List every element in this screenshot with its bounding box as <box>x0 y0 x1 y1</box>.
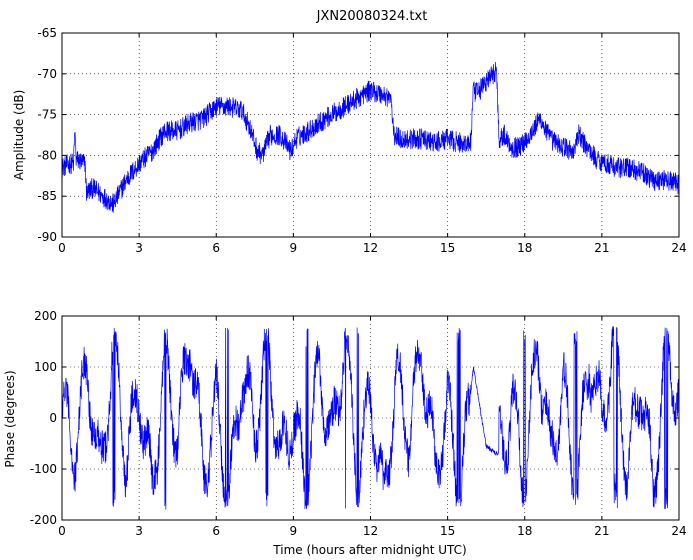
amplitude-panel: Amplitude (dB) 0 3 6 9 12 15 18 21 24 -90 -85 -80 -7… <box>12 26 687 255</box>
amplitude-x-tick-label: 12 <box>363 241 378 255</box>
amplitude-y-tick-label: -75 <box>37 108 57 122</box>
phase-x-tick-label: 18 <box>517 524 532 538</box>
amplitude-x-tick-label: 3 <box>135 241 143 255</box>
amplitude-y-tick-label: -80 <box>37 148 57 162</box>
amplitude-x-tick-label: 0 <box>58 241 66 255</box>
amplitude-x-tick-label: 6 <box>212 241 220 255</box>
phase-x-tick-label: 21 <box>594 524 609 538</box>
amplitude-plot-area <box>62 33 679 237</box>
phase-x-tick-label: 6 <box>212 524 220 538</box>
amplitude-x-tick-label: 24 <box>671 241 686 255</box>
phase-panel: Phase (degrees) Time (hours after midnig… <box>3 309 687 557</box>
amplitude-x-tick-label: 18 <box>517 241 532 255</box>
phase-x-axis-label: Time (hours after midnight UTC) <box>272 543 466 557</box>
phase-x-tick-label: 24 <box>671 524 686 538</box>
phase-x-tick-label: 12 <box>363 524 378 538</box>
amplitude-y-tick-label: -65 <box>37 26 57 40</box>
amplitude-x-tick-label: 15 <box>440 241 455 255</box>
amplitude-y-tick-label: -70 <box>37 67 57 81</box>
phase-x-tick-label: 3 <box>135 524 143 538</box>
phase-y-axis-label: Phase (degrees) <box>3 370 17 467</box>
phase-x-tick-label: 9 <box>290 524 298 538</box>
amplitude-x-tick-label: 21 <box>594 241 609 255</box>
amplitude-x-tick-label: 9 <box>290 241 298 255</box>
phase-y-tick-label: -100 <box>30 462 57 476</box>
phase-x-tick-label: 0 <box>58 524 66 538</box>
amplitude-y-axis-label: Amplitude (dB) <box>12 90 26 181</box>
phase-y-tick-label: 100 <box>34 360 57 374</box>
phase-y-tick-label: -200 <box>30 513 57 527</box>
phase-y-tick-label: 0 <box>49 411 57 425</box>
phase-series-line <box>61 326 680 510</box>
phase-x-tick-label: 15 <box>440 524 455 538</box>
amplitude-y-tick-label: -85 <box>37 189 57 203</box>
figure-title: JXN20080324.txt <box>316 9 428 24</box>
phase-y-tick-label: 200 <box>34 309 57 323</box>
amplitude-series-line <box>61 62 680 213</box>
amplitude-y-tick-label: -90 <box>37 230 57 244</box>
